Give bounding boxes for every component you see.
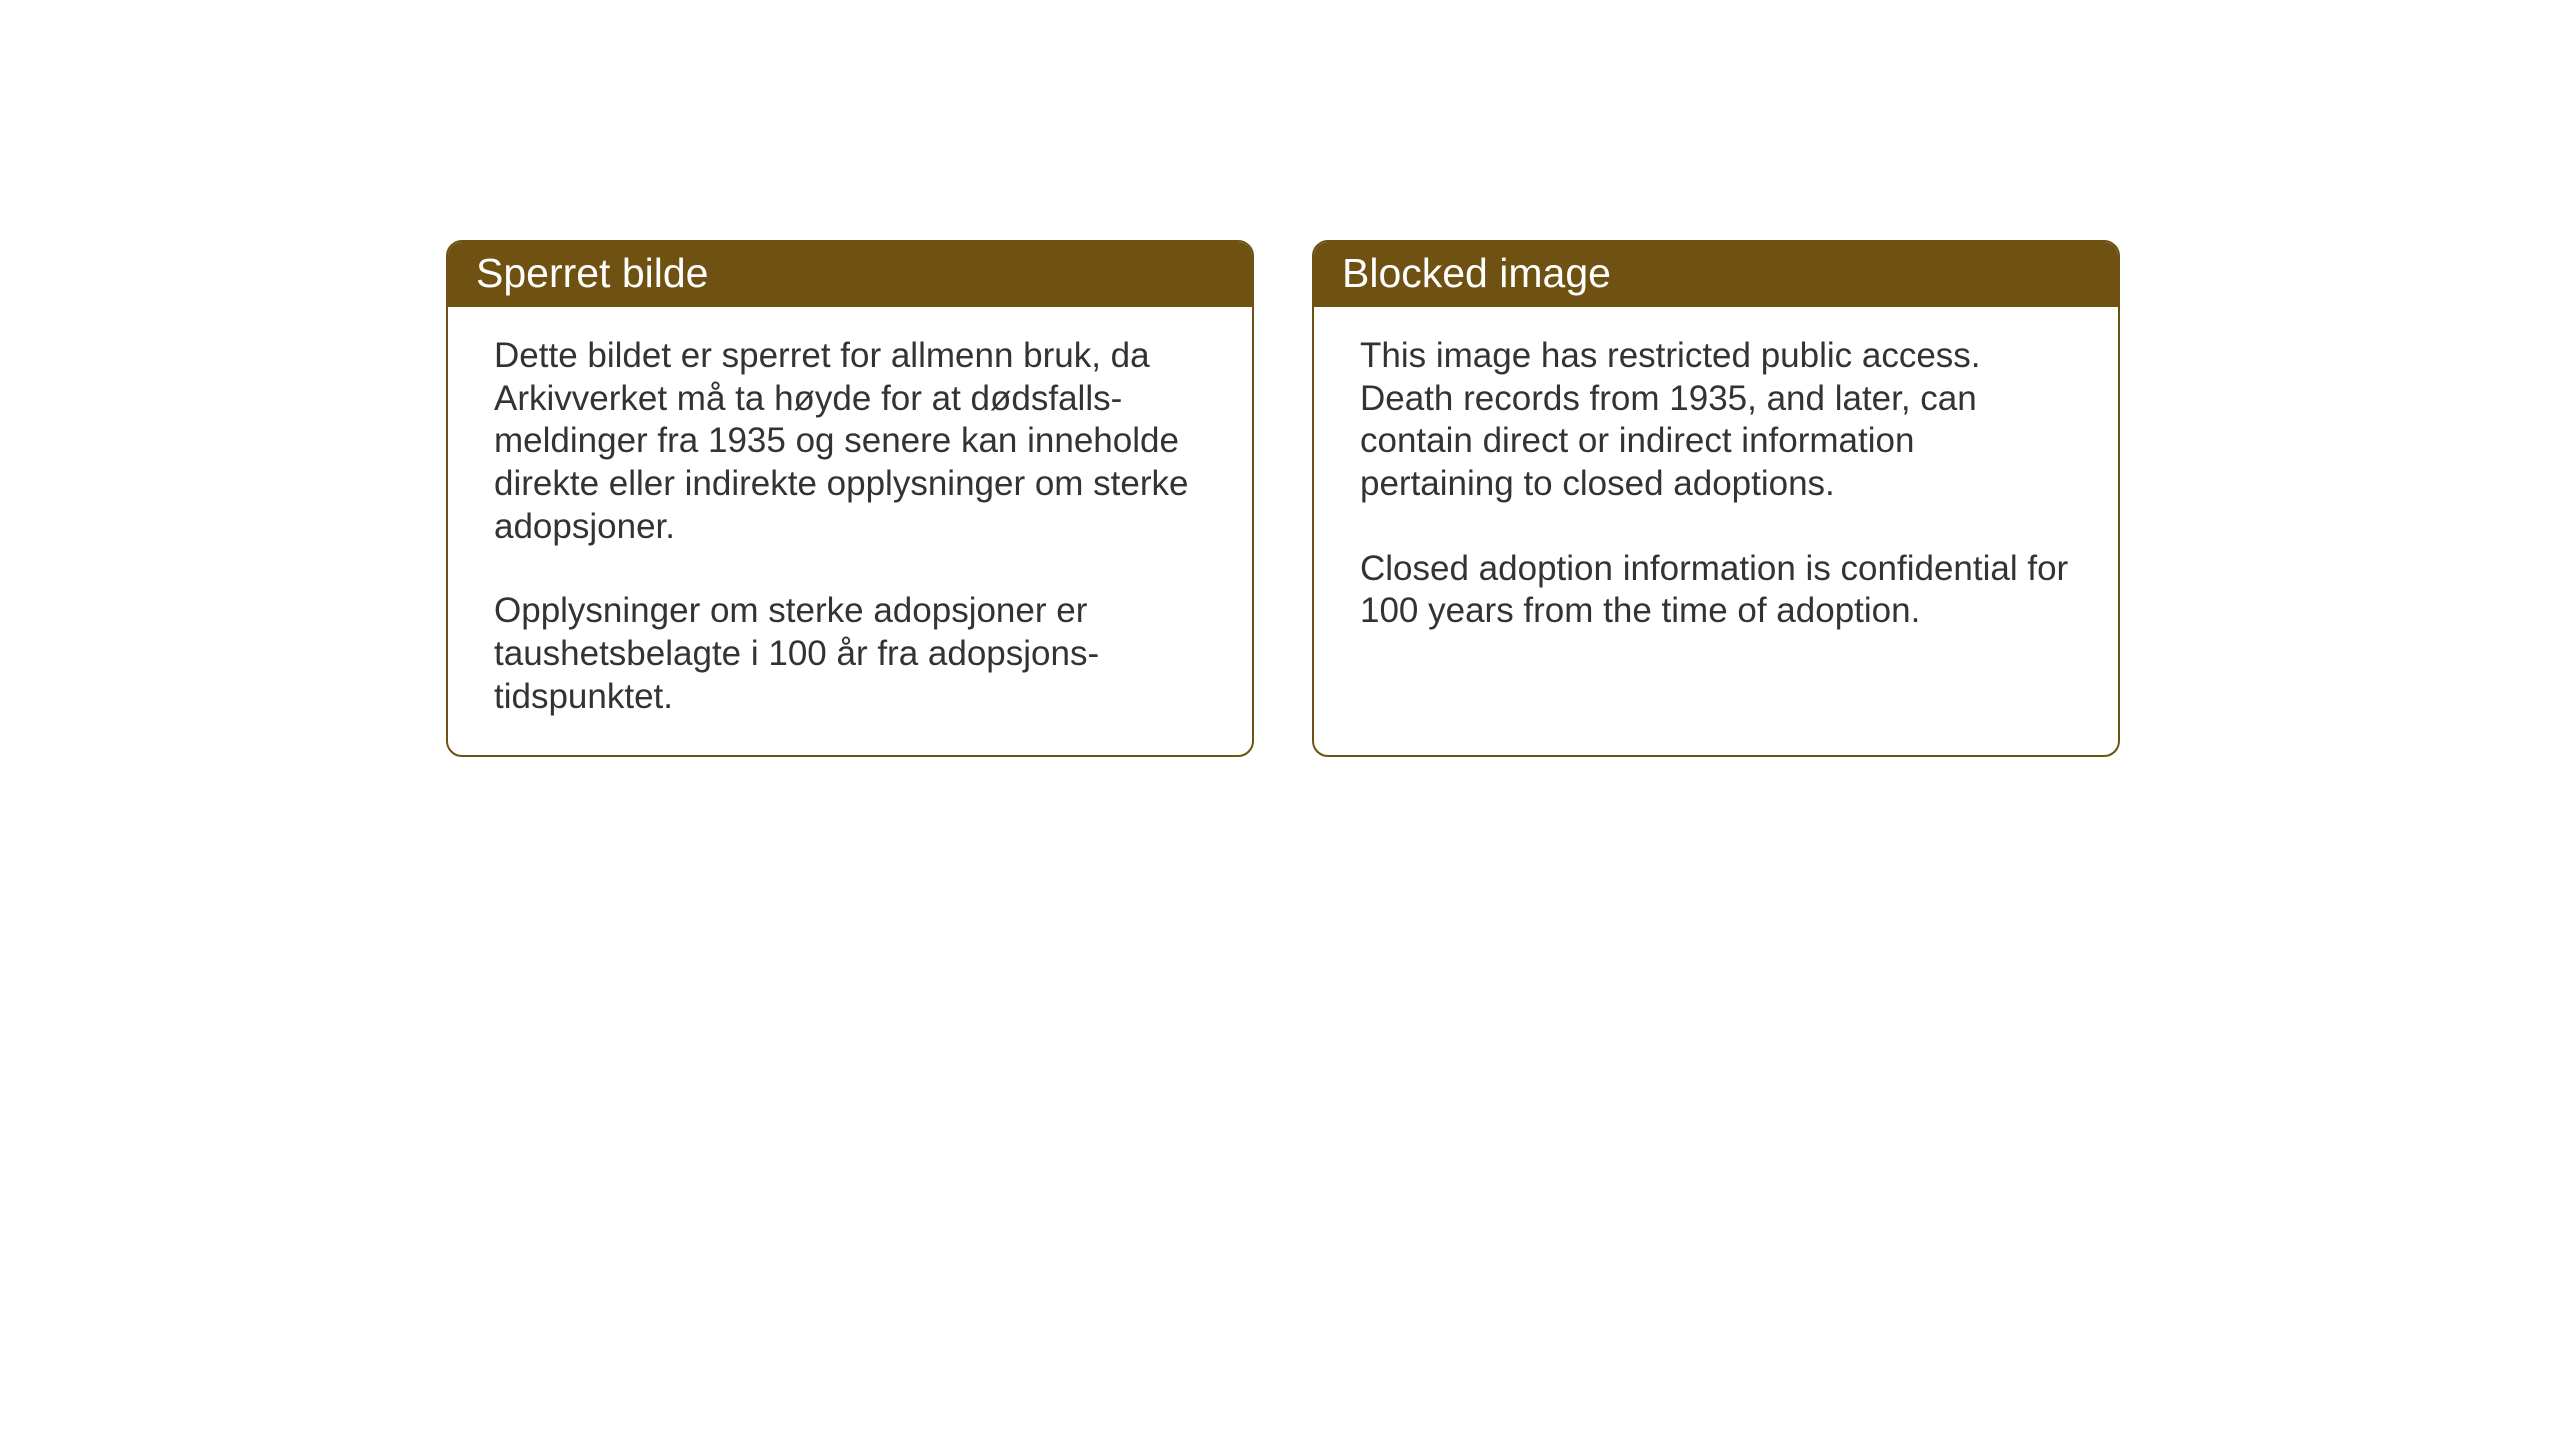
notice-body-english: This image has restricted public access.… [1314, 307, 2118, 727]
notice-title-english: Blocked image [1342, 250, 2090, 297]
notice-paragraph-1-english: This image has restricted public access.… [1360, 335, 2072, 506]
notice-paragraph-2-norwegian: Opplysninger om sterke adopsjoner er tau… [494, 590, 1206, 718]
notice-container: Sperret bilde Dette bildet er sperret fo… [446, 240, 2120, 757]
notice-card-english: Blocked image This image has restricted … [1312, 240, 2120, 757]
notice-paragraph-1-norwegian: Dette bildet er sperret for allmenn bruk… [494, 335, 1206, 548]
notice-body-norwegian: Dette bildet er sperret for allmenn bruk… [448, 307, 1252, 755]
notice-title-norwegian: Sperret bilde [476, 250, 1224, 297]
notice-card-norwegian: Sperret bilde Dette bildet er sperret fo… [446, 240, 1254, 757]
notice-paragraph-2-english: Closed adoption information is confident… [1360, 548, 2072, 633]
notice-header-english: Blocked image [1314, 242, 2118, 307]
notice-header-norwegian: Sperret bilde [448, 242, 1252, 307]
